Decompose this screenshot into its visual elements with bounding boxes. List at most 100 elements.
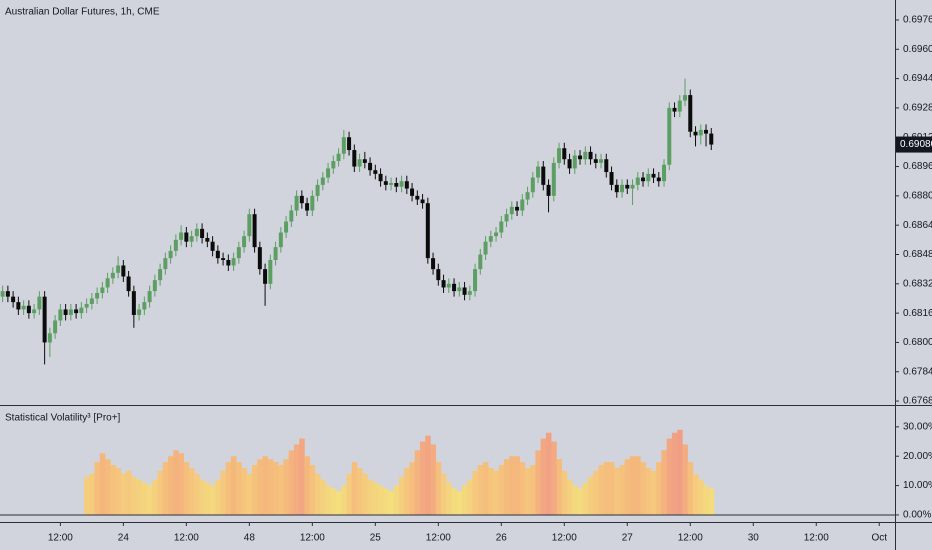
volatility-bar (251, 465, 258, 515)
volatility-bar (377, 485, 384, 515)
volatility-bar (698, 479, 704, 515)
volatility-bar (314, 473, 321, 515)
candle-body (452, 283, 457, 292)
volatility-bar (461, 485, 468, 515)
candle-body (32, 309, 37, 314)
candle-body (441, 280, 446, 288)
volatility-bar (173, 450, 179, 515)
volatility-bar (692, 473, 699, 515)
candle-body (320, 177, 325, 185)
volatility-bar (640, 462, 646, 515)
candle-body (704, 129, 709, 134)
volatility-bar (488, 467, 494, 515)
candle-body (142, 302, 147, 310)
volatility-bar (708, 488, 715, 515)
y-tick-label: 20.00% (903, 451, 932, 462)
candle-body (509, 206, 514, 215)
candle-body (121, 265, 126, 277)
volatility-bar (404, 467, 410, 515)
volatility-bar (83, 476, 90, 515)
volatility-bar (267, 459, 274, 515)
candle-body (415, 195, 420, 200)
volatility-bar (666, 438, 673, 515)
candle-body (263, 269, 268, 284)
candle-body (221, 258, 226, 260)
x-tick-label: 12:00 (678, 533, 703, 544)
candle-body (630, 184, 635, 189)
volatility-bar (566, 479, 573, 515)
candle-body (604, 159, 609, 173)
volatility-bar (467, 479, 473, 515)
candle-body (530, 177, 535, 193)
candle-body (95, 292, 100, 299)
candle-body (173, 239, 178, 251)
volatility-bar (440, 473, 447, 515)
candle-body (473, 269, 478, 292)
indicator-title: Statistical Volatility³ [Pro+] (5, 413, 121, 424)
volatility-bar (157, 470, 164, 515)
volatility-bar (430, 444, 436, 515)
candle-body (236, 247, 241, 259)
candle-body (541, 166, 546, 185)
candle-body (58, 309, 63, 321)
candle-body (404, 181, 409, 189)
candle-body (504, 214, 509, 222)
candle-body (646, 173, 651, 182)
candle-body (0, 291, 5, 297)
volatility-bar (215, 479, 221, 515)
volatility-bar (593, 470, 599, 515)
candle-body (231, 258, 236, 266)
volatility-bar (293, 444, 300, 515)
volatility-bar (110, 465, 116, 515)
candle-body (399, 181, 404, 187)
candle-body (389, 183, 394, 185)
volatility-bar (635, 456, 641, 515)
volatility-bar (383, 488, 389, 515)
candle-body (488, 236, 493, 242)
volatility-bar (351, 462, 358, 515)
volatility-bar (577, 488, 583, 515)
candle-body (662, 164, 667, 182)
x-tick-label: 27 (622, 533, 634, 544)
volatility-bar (608, 462, 615, 515)
volatility-bar (178, 453, 185, 515)
volatility-bar (257, 459, 263, 515)
candle-body (179, 232, 184, 240)
volatility-bar (614, 467, 620, 515)
volatility-bar (372, 482, 379, 515)
candle-body (431, 258, 436, 270)
x-tick-label: 12:00 (426, 533, 451, 544)
candle-body (194, 228, 199, 237)
volatility-bar (514, 456, 520, 515)
volatility-bar (629, 456, 636, 515)
volatility-bar (409, 462, 415, 515)
volatility-bar (393, 485, 400, 515)
volatility-bar (104, 459, 111, 515)
volatility-bar (278, 465, 284, 515)
candle-body (84, 303, 89, 308)
candle-body (310, 195, 315, 211)
volatility-bar (246, 473, 253, 515)
candle-body (709, 133, 714, 145)
candle-body (16, 302, 21, 310)
candle-body (189, 236, 194, 242)
candle-body (26, 305, 31, 314)
candle-body (278, 232, 283, 248)
volatility-bar (320, 479, 326, 515)
volatility-bar (477, 465, 484, 515)
candle-body (110, 272, 115, 279)
candle-body (47, 333, 52, 343)
candle-body (394, 183, 399, 187)
volatility-bar (540, 438, 547, 515)
volatility-bar (572, 485, 578, 515)
candle-body (315, 184, 320, 196)
volatility-bar (283, 459, 290, 515)
candle-body (242, 236, 247, 248)
last-price-tag (896, 136, 932, 153)
candle-body (688, 95, 693, 132)
volatility-bar (677, 429, 683, 515)
